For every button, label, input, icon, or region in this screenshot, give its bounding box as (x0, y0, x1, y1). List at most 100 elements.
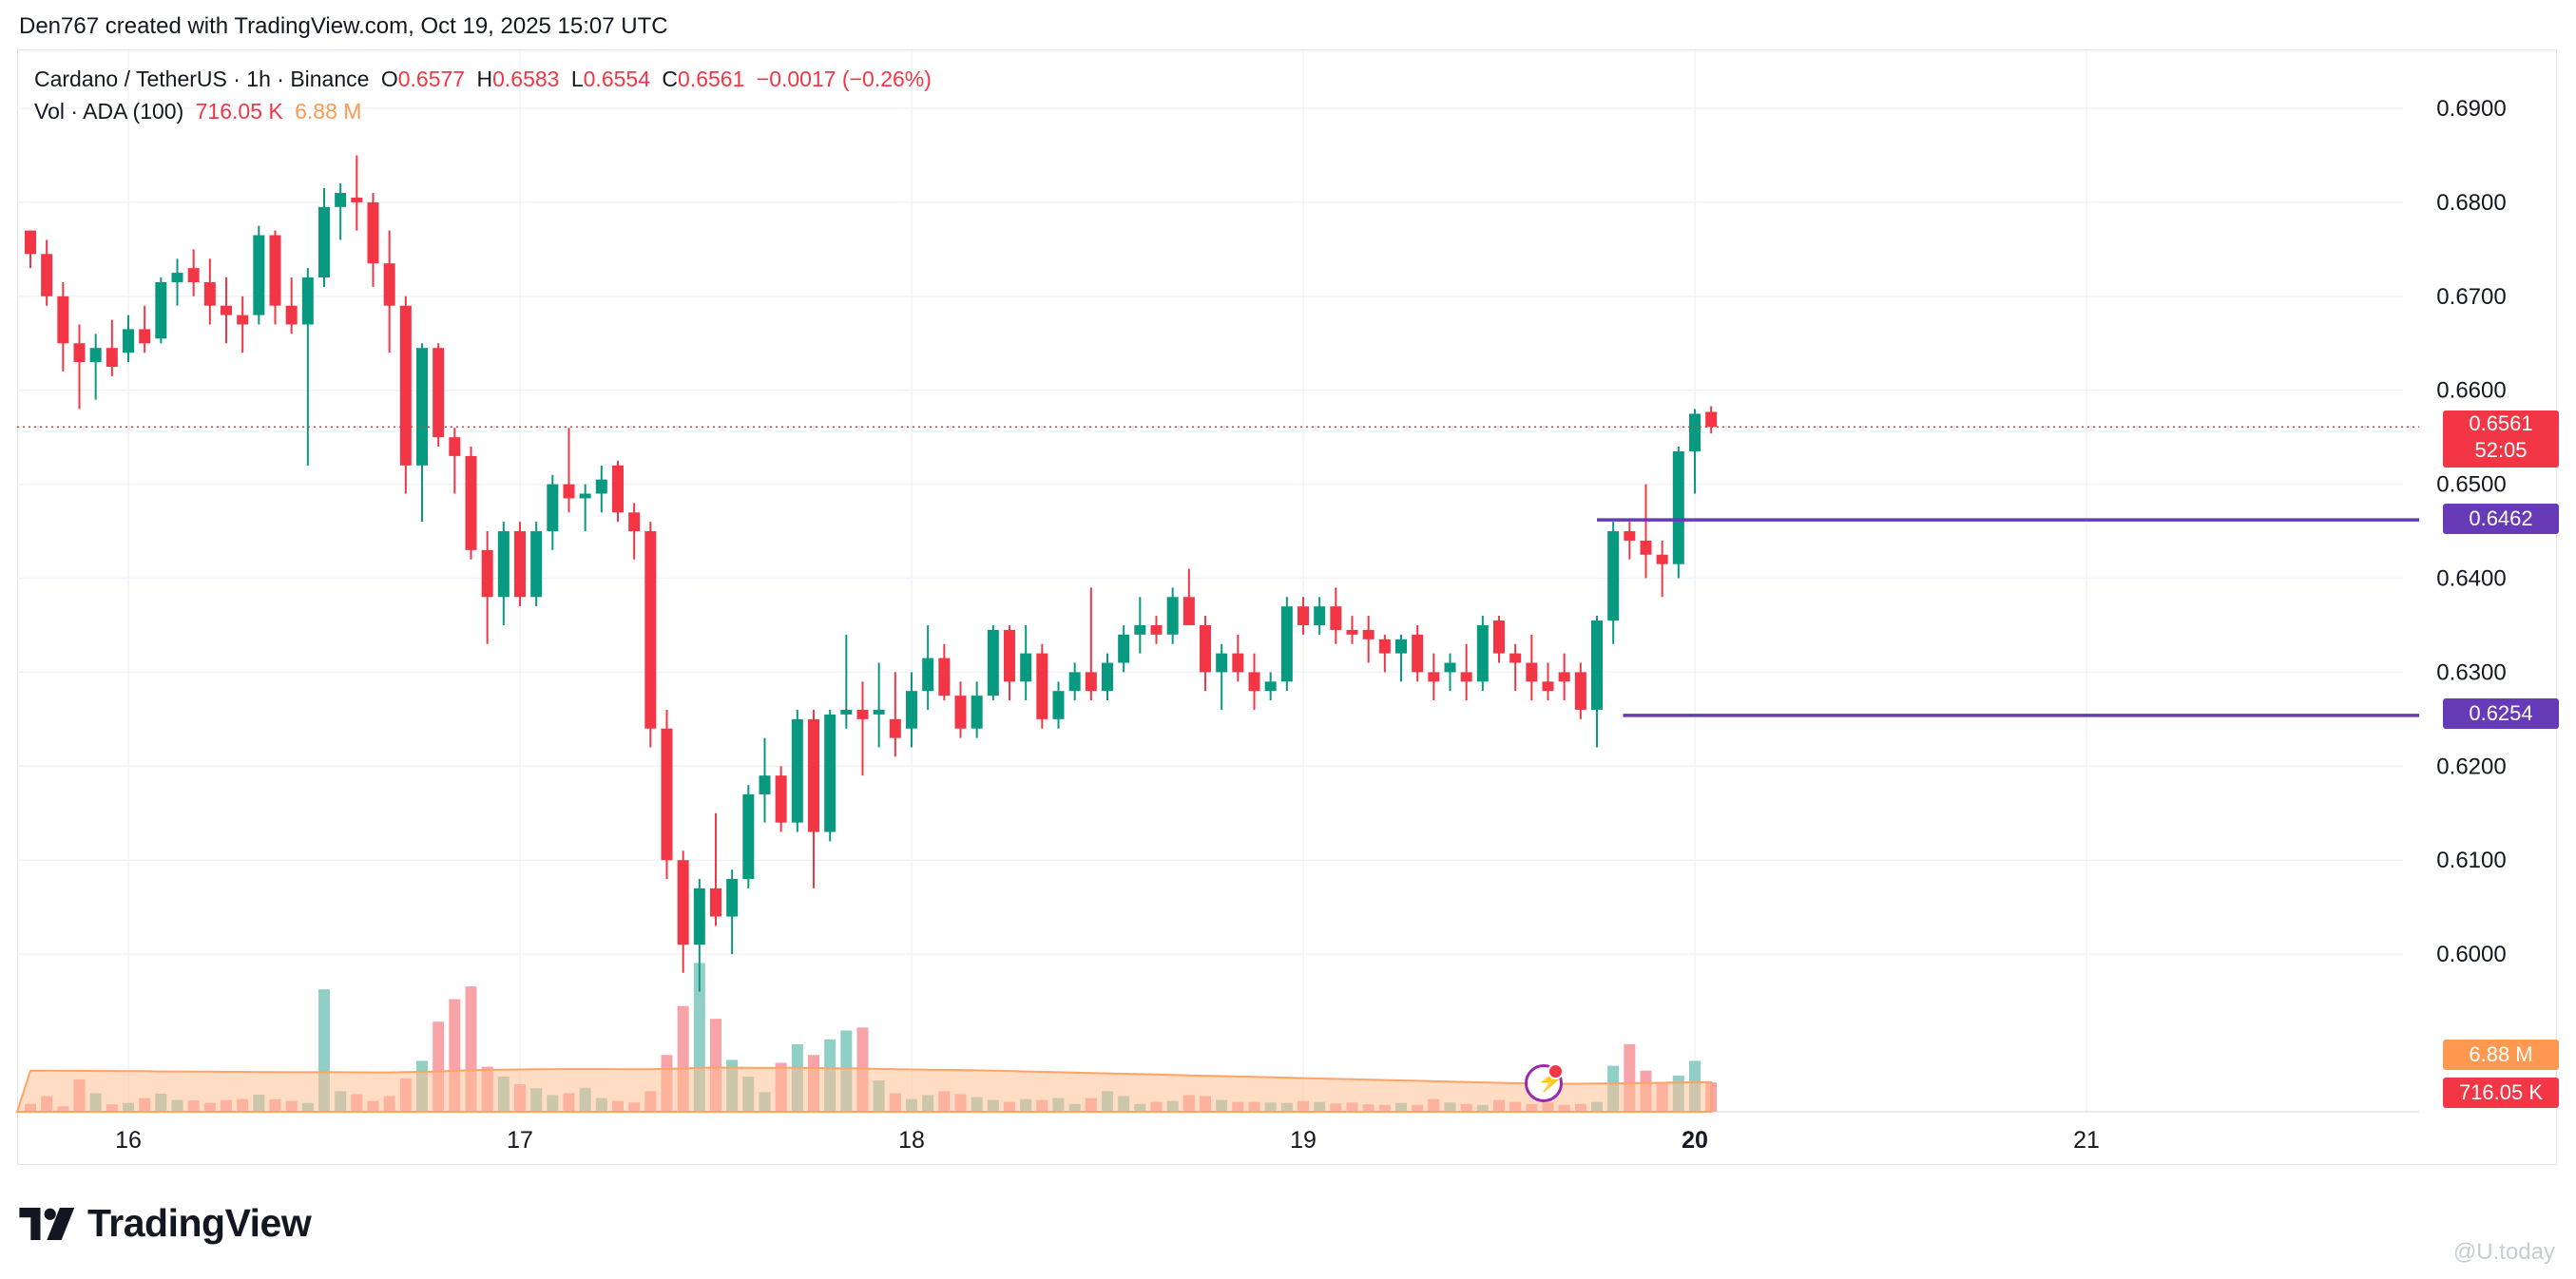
candle-body (155, 281, 167, 339)
price-tick-label: 0.6000 (2436, 942, 2506, 967)
candle-body (73, 343, 86, 363)
candle-body (824, 714, 836, 832)
candle-body (791, 718, 803, 823)
close-label: C (662, 67, 679, 91)
price-tick-label: 0.6700 (2436, 284, 2506, 310)
candle-body (57, 296, 69, 344)
candle-body (383, 263, 395, 306)
candle-body (1004, 629, 1015, 682)
candle-body (203, 281, 216, 306)
candle-body (269, 235, 281, 306)
time-tick-label: 19 (1290, 1127, 1317, 1154)
candles (25, 155, 1718, 992)
candle-body (25, 230, 36, 255)
candle-body (1509, 653, 1522, 663)
candle-body (563, 484, 575, 499)
candle-body (612, 465, 624, 513)
time-tick-label: 21 (2073, 1127, 2100, 1154)
last-price-value: 0.6561 (2469, 411, 2533, 435)
candle-body (1036, 653, 1048, 719)
candle-body (1574, 672, 1586, 710)
candle-body (840, 709, 853, 715)
candle-body (1428, 672, 1440, 682)
price-tick-label: 0.6400 (2436, 566, 2506, 592)
candle-body (661, 728, 673, 861)
chart-caption: Den767 created with TradingView.com, Oct… (19, 13, 668, 39)
volume-ma-area (15, 1066, 1713, 1113)
candle-body (547, 484, 559, 532)
candle-body (1444, 662, 1456, 673)
change-value: −0.0017 (−0.26%) (756, 67, 932, 91)
candle-body (335, 193, 347, 207)
candle-body (1705, 411, 1718, 428)
candle-body (1248, 672, 1260, 692)
close-value: 0.6561 (678, 67, 745, 91)
candle-body (1085, 672, 1097, 692)
candle-body (906, 691, 917, 729)
candle-body (1166, 597, 1179, 635)
volume-legend[interactable]: Vol · ADA (100) 716.05 K 6.88 M (34, 99, 367, 124)
low-label: L (570, 67, 584, 91)
candle-body (922, 658, 934, 692)
high-value: 0.6583 (492, 67, 560, 91)
price-tick-label: 0.6300 (2436, 659, 2506, 685)
candle-body (1330, 606, 1342, 630)
candle-body (301, 277, 314, 325)
candle-body (1689, 413, 1701, 451)
volume-value: 716.05 K (195, 99, 283, 124)
candle-body (1298, 606, 1309, 625)
volume-indicator-name[interactable]: Vol · ADA (100) (34, 99, 184, 124)
candle-body (89, 348, 102, 363)
candle-body (221, 305, 232, 315)
tradingview-brand[interactable]: TradingView (19, 1201, 312, 1246)
last-price-tag: 0.6561 52:05 (2443, 410, 2559, 468)
candle-body (367, 201, 379, 264)
watermark: @U.today (2452, 1239, 2555, 1265)
price-tick-label: 0.6500 (2436, 472, 2506, 498)
low-value: 0.6554 (583, 67, 650, 91)
candle-body (253, 235, 265, 315)
open-label: O (380, 67, 398, 91)
candle-body (514, 531, 526, 598)
volume-ma-value: 6.88 M (295, 99, 362, 124)
candle-body (1558, 672, 1570, 682)
time-axis: 16 17 18 19 20 21 (115, 1127, 2100, 1154)
candle-body (1118, 634, 1130, 663)
candle-body (808, 718, 819, 832)
symbol-name[interactable]: Cardano / TetherUS · 1h · Binance (34, 67, 370, 91)
symbol-legend[interactable]: Cardano / TetherUS · 1h · Binance O0.657… (34, 67, 937, 92)
candle-body (579, 493, 591, 499)
candle-body (954, 696, 967, 729)
candle-body (1476, 624, 1489, 682)
candle-body (237, 315, 249, 325)
candle-body (856, 709, 869, 719)
candle-body (1607, 531, 1620, 621)
time-tick-label: 16 (115, 1127, 142, 1154)
candle-body (710, 888, 721, 917)
candle-body (399, 305, 412, 466)
volume-tag: 716.05 K (2443, 1078, 2559, 1108)
volume-ma-tag: 6.88 M (2443, 1040, 2559, 1070)
candle-body (1020, 653, 1032, 682)
candle-body (1493, 620, 1505, 654)
candle-body (971, 696, 983, 729)
candle-body (123, 329, 134, 353)
candle-body (1068, 672, 1081, 692)
price-tick-label: 0.6800 (2436, 190, 2506, 216)
candle-body (1624, 531, 1636, 541)
lightning-icon[interactable]: ⚡ (1525, 1063, 1564, 1102)
candle-body (1182, 597, 1195, 625)
candle-body (1526, 662, 1538, 682)
candle-body (1200, 624, 1211, 673)
candle-body (628, 512, 641, 532)
candle-body (351, 197, 363, 202)
price-axis: 0.6900 0.6800 0.6700 0.6600 0.6500 0.6400 0.63… (2436, 96, 2506, 967)
time-tick-label: 20 (1682, 1127, 1708, 1154)
candle-body (726, 878, 739, 917)
candle-body (644, 531, 657, 729)
candlestick-chart[interactable]: 0.6900 0.6800 0.6700 0.6600 0.6500 0.6400 0.63… (0, 0, 2576, 1178)
candle-body (595, 479, 607, 494)
candle-body (1542, 681, 1554, 692)
candle-body (889, 718, 901, 738)
candle-body (693, 888, 705, 945)
